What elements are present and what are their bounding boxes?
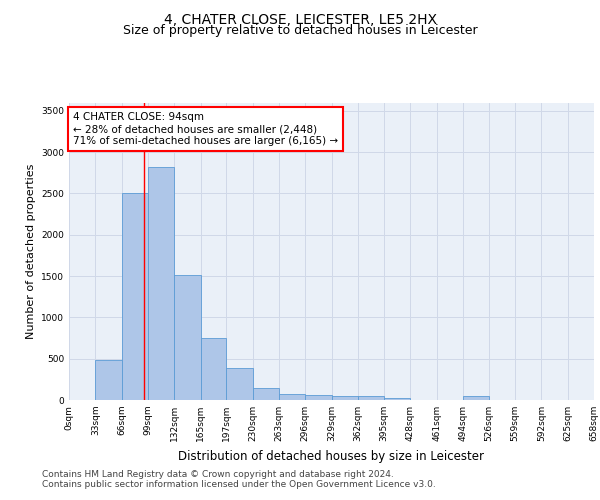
- Text: 4, CHATER CLOSE, LEICESTER, LE5 2HX: 4, CHATER CLOSE, LEICESTER, LE5 2HX: [163, 12, 437, 26]
- Bar: [95, 360, 122, 400]
- Bar: [358, 396, 384, 400]
- Bar: [226, 368, 253, 400]
- Bar: [305, 396, 331, 400]
- Text: 4 CHATER CLOSE: 94sqm
← 28% of detached houses are smaller (2,448)
71% of semi-d: 4 CHATER CLOSE: 94sqm ← 28% of detached …: [73, 112, 338, 146]
- Bar: [122, 194, 148, 400]
- Bar: [148, 167, 175, 400]
- Bar: [175, 275, 200, 400]
- Bar: [279, 394, 305, 400]
- Text: Size of property relative to detached houses in Leicester: Size of property relative to detached ho…: [122, 24, 478, 37]
- Bar: [331, 396, 358, 400]
- Bar: [463, 396, 488, 400]
- Y-axis label: Number of detached properties: Number of detached properties: [26, 164, 35, 339]
- X-axis label: Distribution of detached houses by size in Leicester: Distribution of detached houses by size …: [179, 450, 485, 462]
- Text: Contains HM Land Registry data © Crown copyright and database right 2024.: Contains HM Land Registry data © Crown c…: [42, 470, 394, 479]
- Text: Contains public sector information licensed under the Open Government Licence v3: Contains public sector information licen…: [42, 480, 436, 489]
- Bar: [200, 338, 226, 400]
- Bar: [384, 398, 410, 400]
- Bar: [253, 388, 279, 400]
